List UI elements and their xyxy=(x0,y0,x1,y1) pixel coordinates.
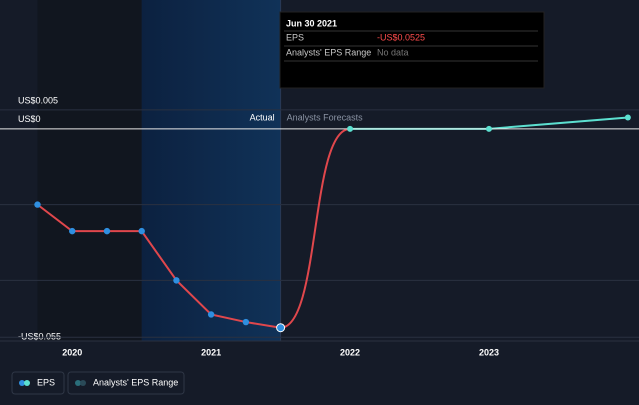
forecast-point xyxy=(347,125,354,132)
legend-label: Analysts' EPS Range xyxy=(93,377,178,387)
tooltip-title: Jun 30 2021 xyxy=(286,18,337,28)
y-tick-label: -US$0.055 xyxy=(18,332,61,342)
legend-item[interactable] xyxy=(67,371,185,395)
x-tick-label: 2022 xyxy=(340,347,360,357)
legend-swatch xyxy=(80,380,86,386)
tooltip-label: Analysts' EPS Range xyxy=(286,47,371,57)
eps-point xyxy=(242,318,250,326)
forecast-point xyxy=(485,125,492,132)
highlight-region xyxy=(141,0,281,341)
legend-swatch xyxy=(19,380,25,386)
eps-point xyxy=(207,311,215,318)
eps-point xyxy=(173,277,180,284)
region-label: Analysts Forecasts xyxy=(287,112,364,122)
x-tick-label: 2020 xyxy=(62,347,82,357)
tooltip xyxy=(279,11,545,89)
x-tick-label: 2021 xyxy=(201,347,221,357)
eps-line xyxy=(36,203,281,329)
y-tick-label: US$0.005 xyxy=(18,95,58,105)
eps-point xyxy=(69,227,76,235)
x-tick-label: 2023 xyxy=(479,347,499,357)
tooltip-value: -US$0.0525 xyxy=(377,32,425,42)
tooltip-label: EPS xyxy=(286,32,304,42)
eps-point xyxy=(103,227,111,235)
forecast-point xyxy=(624,114,631,121)
eps-point xyxy=(276,323,286,333)
legend-item[interactable] xyxy=(11,371,65,395)
y-tick-label: US$0 xyxy=(18,114,41,124)
legend-swatch xyxy=(24,380,30,386)
connector xyxy=(280,127,351,329)
region-label: Actual xyxy=(250,112,275,122)
eps-point xyxy=(34,201,41,208)
eps-point xyxy=(138,227,145,235)
legend-swatch xyxy=(75,380,81,386)
past-region xyxy=(37,0,142,341)
tooltip-value: No data xyxy=(377,47,409,57)
legend-label: EPS xyxy=(37,377,55,387)
